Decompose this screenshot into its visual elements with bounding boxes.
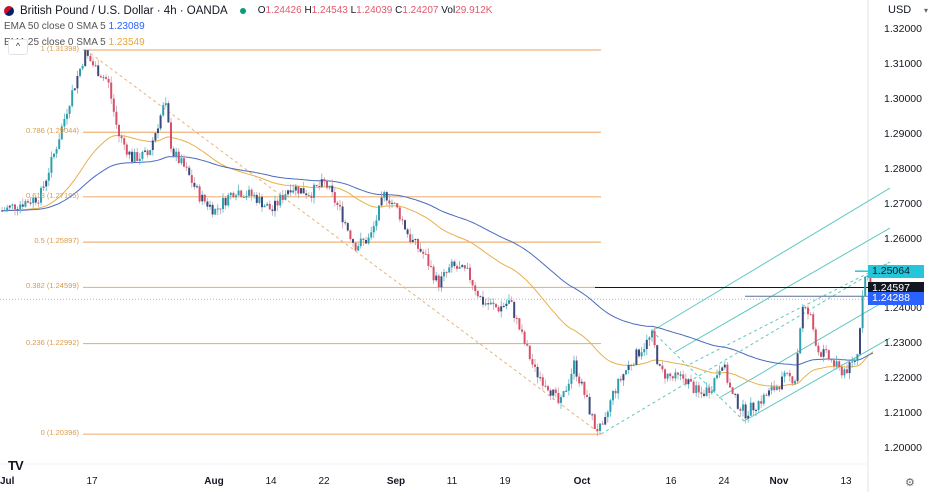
price-tag: 1.24597 <box>868 281 924 295</box>
time-axis-label: 22 <box>318 476 330 487</box>
price-axis-label: 1.24000 <box>884 302 922 315</box>
fibonacci-retracement[interactable] <box>83 49 601 435</box>
fib-level-label: 1 (1.31398) <box>40 44 79 54</box>
price-axis-label: 1.23000 <box>884 337 922 350</box>
horizontal-lines[interactable] <box>0 270 868 300</box>
fib-level-label: 0.236 (1.22992) <box>26 337 79 347</box>
price-axis-label: 1.20000 <box>884 442 922 455</box>
fib-level-label: 0.618 (1.27195) <box>26 190 79 200</box>
time-axis-label: 24 <box>718 476 730 487</box>
symbol-title[interactable]: British Pound / U.S. Dollar · 4h · OANDA <box>20 5 228 17</box>
currency-flag-icon <box>4 6 14 16</box>
price-axis-label: 1.32000 <box>884 23 922 35</box>
price-tag: 1.24288 <box>868 292 924 306</box>
chart-legend: British Pound / U.S. Dollar · 4h · OANDA… <box>4 3 492 51</box>
ohlc-values: O1.24426 H1.24543 L1.24039 C1.24207 Vol2… <box>257 5 493 16</box>
time-axis-label: 17 <box>86 476 98 487</box>
price-axis-label: 1.26000 <box>884 232 922 245</box>
indicator-ema25[interactable]: EMA 25 close 0 SMA 5 1.23549 <box>4 37 145 48</box>
time-axis-label: 16 <box>665 476 677 487</box>
market-status-dot <box>239 8 246 14</box>
time-axis-label: Jul <box>0 476 15 487</box>
time-axis-label: Oct <box>573 476 591 487</box>
fib-level-label: 0.382 (1.24599) <box>26 281 79 291</box>
collapse-legend-button[interactable]: ^ <box>8 39 28 55</box>
time-axis-label: 14 <box>265 476 277 487</box>
fib-level-label: 0.5 (1.25897) <box>34 236 79 246</box>
trend-drawings[interactable] <box>85 49 891 435</box>
price-axis-label: 1.30000 <box>884 92 922 105</box>
time-axis-label: 13 <box>840 476 852 487</box>
tradingview-logo[interactable]: TV <box>8 458 24 473</box>
fib-level-label: 0.786 (1.29044) <box>26 126 79 136</box>
indicator-ema50[interactable]: EMA 50 close 0 SMA 5 1.23089 <box>4 21 145 32</box>
chevron-down-icon: ▾ <box>923 6 928 15</box>
time-axis-label: 11 <box>446 476 458 487</box>
settings-icon[interactable]: ⚙ <box>905 477 915 489</box>
time-axis-label: Sep <box>386 476 406 487</box>
time-axis-label: Aug <box>204 476 224 487</box>
ema-lines <box>2 135 874 387</box>
price-axis-label: 1.29000 <box>884 127 922 140</box>
price-axis-label: 1.22000 <box>884 372 922 385</box>
fib-level-label: 0 (1.20396) <box>40 428 79 438</box>
candlestick-series <box>1 49 874 436</box>
time-axis-label: 19 <box>499 476 511 487</box>
price-axis-label: 1.27000 <box>884 197 922 210</box>
price-axis-label: 1.31000 <box>884 57 922 70</box>
currency-selector[interactable]: USD ▾ <box>888 4 928 16</box>
price-tag: 1.25064 <box>868 265 924 279</box>
price-axis-label: 1.21000 <box>884 407 922 420</box>
time-axis-label: Nov <box>769 476 789 487</box>
price-axis-label: 1.28000 <box>884 162 922 175</box>
